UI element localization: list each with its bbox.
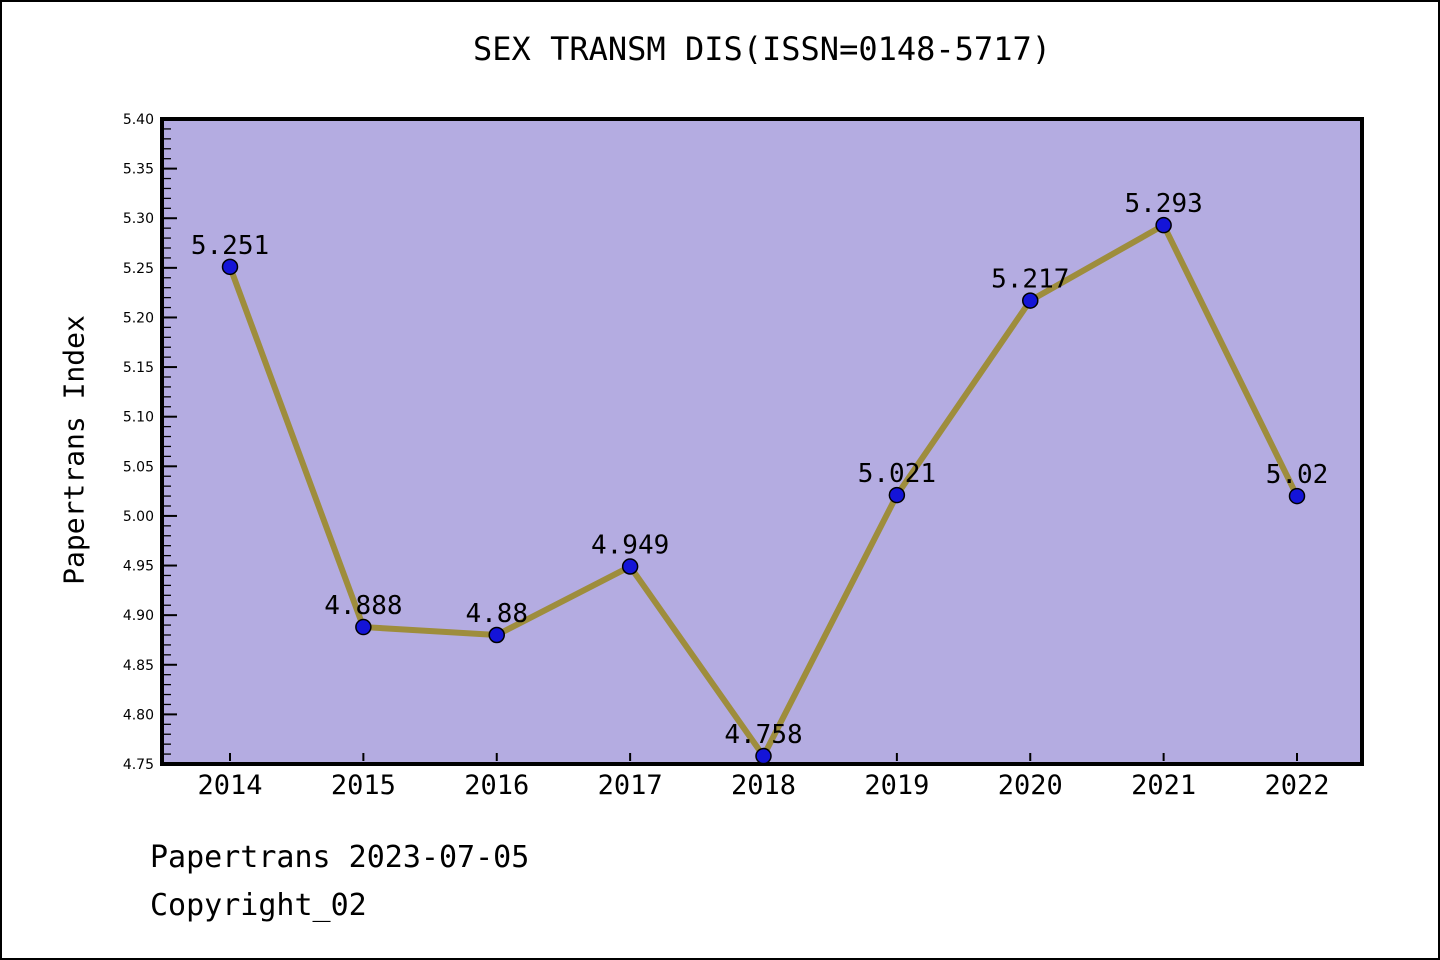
- data-point: [221, 258, 239, 276]
- y-tick-label: 5.35: [123, 162, 154, 178]
- y-tick-label: 4.85: [123, 658, 154, 674]
- y-tick-label: 5.15: [123, 360, 154, 376]
- data-point: [755, 747, 772, 765]
- data-point: [621, 558, 639, 575]
- x-tick-label: 2015: [331, 770, 396, 801]
- y-tick-label: 5.25: [123, 261, 154, 277]
- data-point-label: 4.888: [324, 591, 402, 621]
- x-tick-label: 2014: [197, 770, 262, 801]
- x-tick-label: 2022: [1264, 770, 1329, 801]
- x-tick-label: 2019: [864, 770, 929, 801]
- data-point: [888, 486, 906, 504]
- data-point-label: 4.758: [724, 720, 802, 750]
- data-point: [355, 618, 372, 636]
- y-tick-label: 4.75: [123, 757, 154, 773]
- footer-date: Papertrans 2023-07-05: [150, 840, 530, 875]
- y-tick-label: 4.80: [123, 707, 154, 723]
- y-tick-label: 5.00: [123, 509, 154, 525]
- data-point-label: 4.88: [465, 599, 528, 629]
- y-tick-label: 5.05: [123, 459, 154, 475]
- data-point: [1288, 487, 1306, 505]
- y-tick-label: 4.90: [123, 608, 154, 624]
- data-point-label: 5.02: [1266, 460, 1329, 490]
- x-tick-label: 2020: [998, 770, 1063, 801]
- data-point-label: 5.021: [858, 459, 936, 489]
- data-point-label: 5.251: [191, 231, 269, 261]
- data-point-label: 4.949: [591, 531, 669, 561]
- data-point: [1022, 292, 1039, 309]
- footer-copyright: Copyright_02: [150, 888, 367, 923]
- data-point: [1155, 216, 1172, 234]
- data-point: [488, 626, 505, 644]
- x-tick-label: 2021: [1131, 770, 1196, 801]
- y-tick-label: 5.40: [123, 112, 154, 128]
- chart-title: SEX TRANSM DIS(ISSN=0148-5717): [473, 30, 1051, 68]
- y-tick-label: 5.10: [123, 410, 154, 426]
- y-tick-label: 5.30: [123, 211, 154, 227]
- y-tick-label: 4.95: [123, 559, 154, 575]
- x-tick-label: 2016: [464, 770, 529, 801]
- data-point-label: 5.217: [991, 265, 1069, 295]
- x-tick-label: 2018: [731, 770, 796, 801]
- y-tick-label: 5.20: [123, 310, 154, 326]
- x-tick-label: 2017: [598, 770, 663, 801]
- data-point-label: 5.293: [1124, 189, 1202, 219]
